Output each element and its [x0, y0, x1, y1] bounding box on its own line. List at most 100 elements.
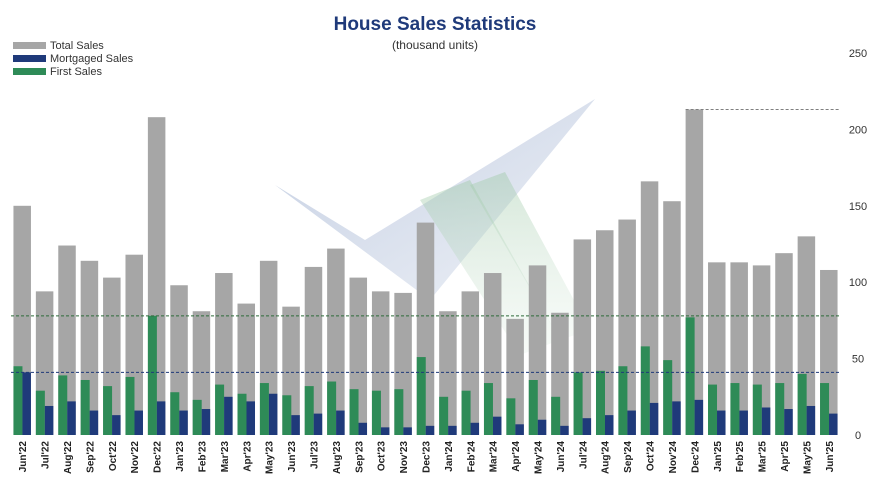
bar-mortgaged-sales: [649, 402, 659, 435]
legend-label-2: Mortgaged Sales: [50, 53, 134, 65]
y-tick-label: 200: [849, 124, 867, 136]
bar-mortgaged-sales: [134, 410, 143, 435]
bar-first-sales: [192, 399, 202, 435]
bar-mortgaged-sales: [336, 410, 345, 435]
y-tick-label: 250: [849, 48, 867, 60]
bar-mortgaged-sales: [89, 410, 99, 435]
bar-first-sales: [685, 317, 695, 435]
bar-first-sales: [618, 366, 628, 435]
watermark-logo: [275, 99, 595, 355]
bar-mortgaged-sales: [403, 427, 412, 435]
x-tick-label: Jun'22: [18, 441, 29, 473]
x-tick-label: Apr'24: [511, 441, 522, 472]
bar-first-sales: [215, 384, 225, 435]
bar-mortgaged-sales: [358, 422, 368, 435]
legend-swatch-3: [13, 68, 46, 75]
bar-first-sales: [820, 383, 830, 435]
bar-mortgaged-sales: [112, 415, 121, 435]
x-tick-label: Nov'23: [399, 441, 410, 474]
bar-mortgaged-sales: [380, 427, 390, 435]
x-tick-label: Aug'24: [601, 441, 612, 474]
bar-first-sales: [35, 390, 45, 435]
bar-first-sales: [147, 315, 157, 435]
legend-label-3: First Sales: [50, 66, 102, 78]
legend-label-1: Total Sales: [50, 40, 104, 52]
x-tick-label: May'23: [265, 441, 276, 474]
bar-mortgaged-sales: [829, 413, 838, 435]
x-tick-label: Dec'23: [422, 441, 433, 473]
bar-first-sales: [304, 386, 314, 435]
bar-mortgaged-sales: [627, 410, 636, 435]
bar-mortgaged-sales: [313, 413, 323, 435]
x-tick-label: Jun'25: [825, 441, 836, 473]
bar-first-sales: [170, 392, 180, 435]
x-tick-label: Jul'24: [578, 441, 589, 469]
x-tick-label: Nov'24: [668, 441, 679, 474]
bar-first-sales: [439, 396, 449, 435]
x-tick-label: Mar'25: [758, 441, 769, 473]
bar-first-sales: [708, 384, 718, 435]
bar-first-sales: [752, 384, 762, 435]
x-tick-label: Feb'24: [466, 441, 477, 473]
x-tick-label: Feb'23: [197, 441, 208, 473]
bar-mortgaged-sales: [694, 399, 704, 435]
legend-swatch-2: [13, 55, 46, 62]
bar-mortgaged-sales: [268, 393, 278, 435]
bar-first-sales: [461, 390, 471, 435]
x-tick-label: Aug'22: [63, 441, 74, 474]
bar-mortgaged-sales: [582, 418, 592, 435]
bar-mortgaged-sales: [246, 401, 256, 435]
bar-mortgaged-sales: [156, 401, 166, 435]
x-axis: Jun'22 Jul'22 Aug'22 Sep'22 Oct'22 Nov'22 Dec'…: [18, 441, 836, 474]
x-tick-label: Jul'23: [309, 441, 320, 469]
bar-mortgaged-sales: [672, 401, 681, 435]
bar-mortgaged-sales: [560, 425, 569, 435]
bar-first-sales: [327, 381, 337, 435]
chart-title: House Sales Statistics: [334, 14, 537, 35]
bar-mortgaged-sales: [739, 410, 748, 435]
x-tick-label: Oct'24: [646, 441, 657, 472]
x-tick-label: Jan'23: [175, 441, 186, 472]
bar-mortgaged-sales: [784, 409, 793, 435]
bar-mortgaged-sales: [806, 405, 816, 435]
bar-first-sales: [394, 389, 404, 435]
x-tick-label: May'25: [802, 441, 813, 474]
bar-first-sales: [551, 396, 561, 435]
bar-first-sales: [573, 372, 583, 435]
bar-first-sales: [640, 346, 650, 435]
y-axis: 0 50 100 150 200 250: [849, 48, 867, 442]
x-tick-label: Apr'25: [780, 441, 791, 472]
y-tick-label: 0: [855, 430, 861, 442]
x-tick-label: Aug'23: [332, 441, 343, 474]
bar-mortgaged-sales: [179, 410, 188, 435]
x-tick-label: Mar'23: [220, 441, 231, 473]
bar-mortgaged-sales: [470, 422, 480, 435]
bar-mortgaged-sales: [448, 425, 457, 435]
x-tick-label: Jun'23: [287, 441, 298, 473]
bar-mortgaged-sales: [201, 409, 211, 435]
bar-first-sales: [730, 383, 740, 435]
bar-first-sales: [237, 393, 247, 435]
bar-first-sales: [58, 375, 68, 435]
x-tick-label: Sep'24: [623, 441, 634, 473]
bar-first-sales: [797, 373, 807, 435]
bar-first-sales: [371, 390, 381, 435]
bar-mortgaged-sales: [604, 415, 614, 435]
y-tick-label: 150: [849, 201, 867, 213]
bar-mortgaged-sales: [515, 424, 524, 435]
bar-first-sales: [663, 360, 673, 435]
bars-layer: [13, 109, 838, 436]
x-tick-label: Apr'23: [242, 441, 253, 472]
bar-first-sales: [125, 376, 135, 435]
bar-first-sales: [103, 386, 113, 435]
y-tick-label: 50: [852, 354, 864, 366]
x-tick-label: Nov'22: [130, 441, 141, 474]
bar-mortgaged-sales: [67, 401, 76, 435]
x-tick-label: Mar'24: [489, 441, 500, 473]
bar-mortgaged-sales: [425, 425, 435, 435]
x-tick-label: Jan'24: [444, 441, 455, 472]
bar-first-sales: [775, 383, 785, 435]
